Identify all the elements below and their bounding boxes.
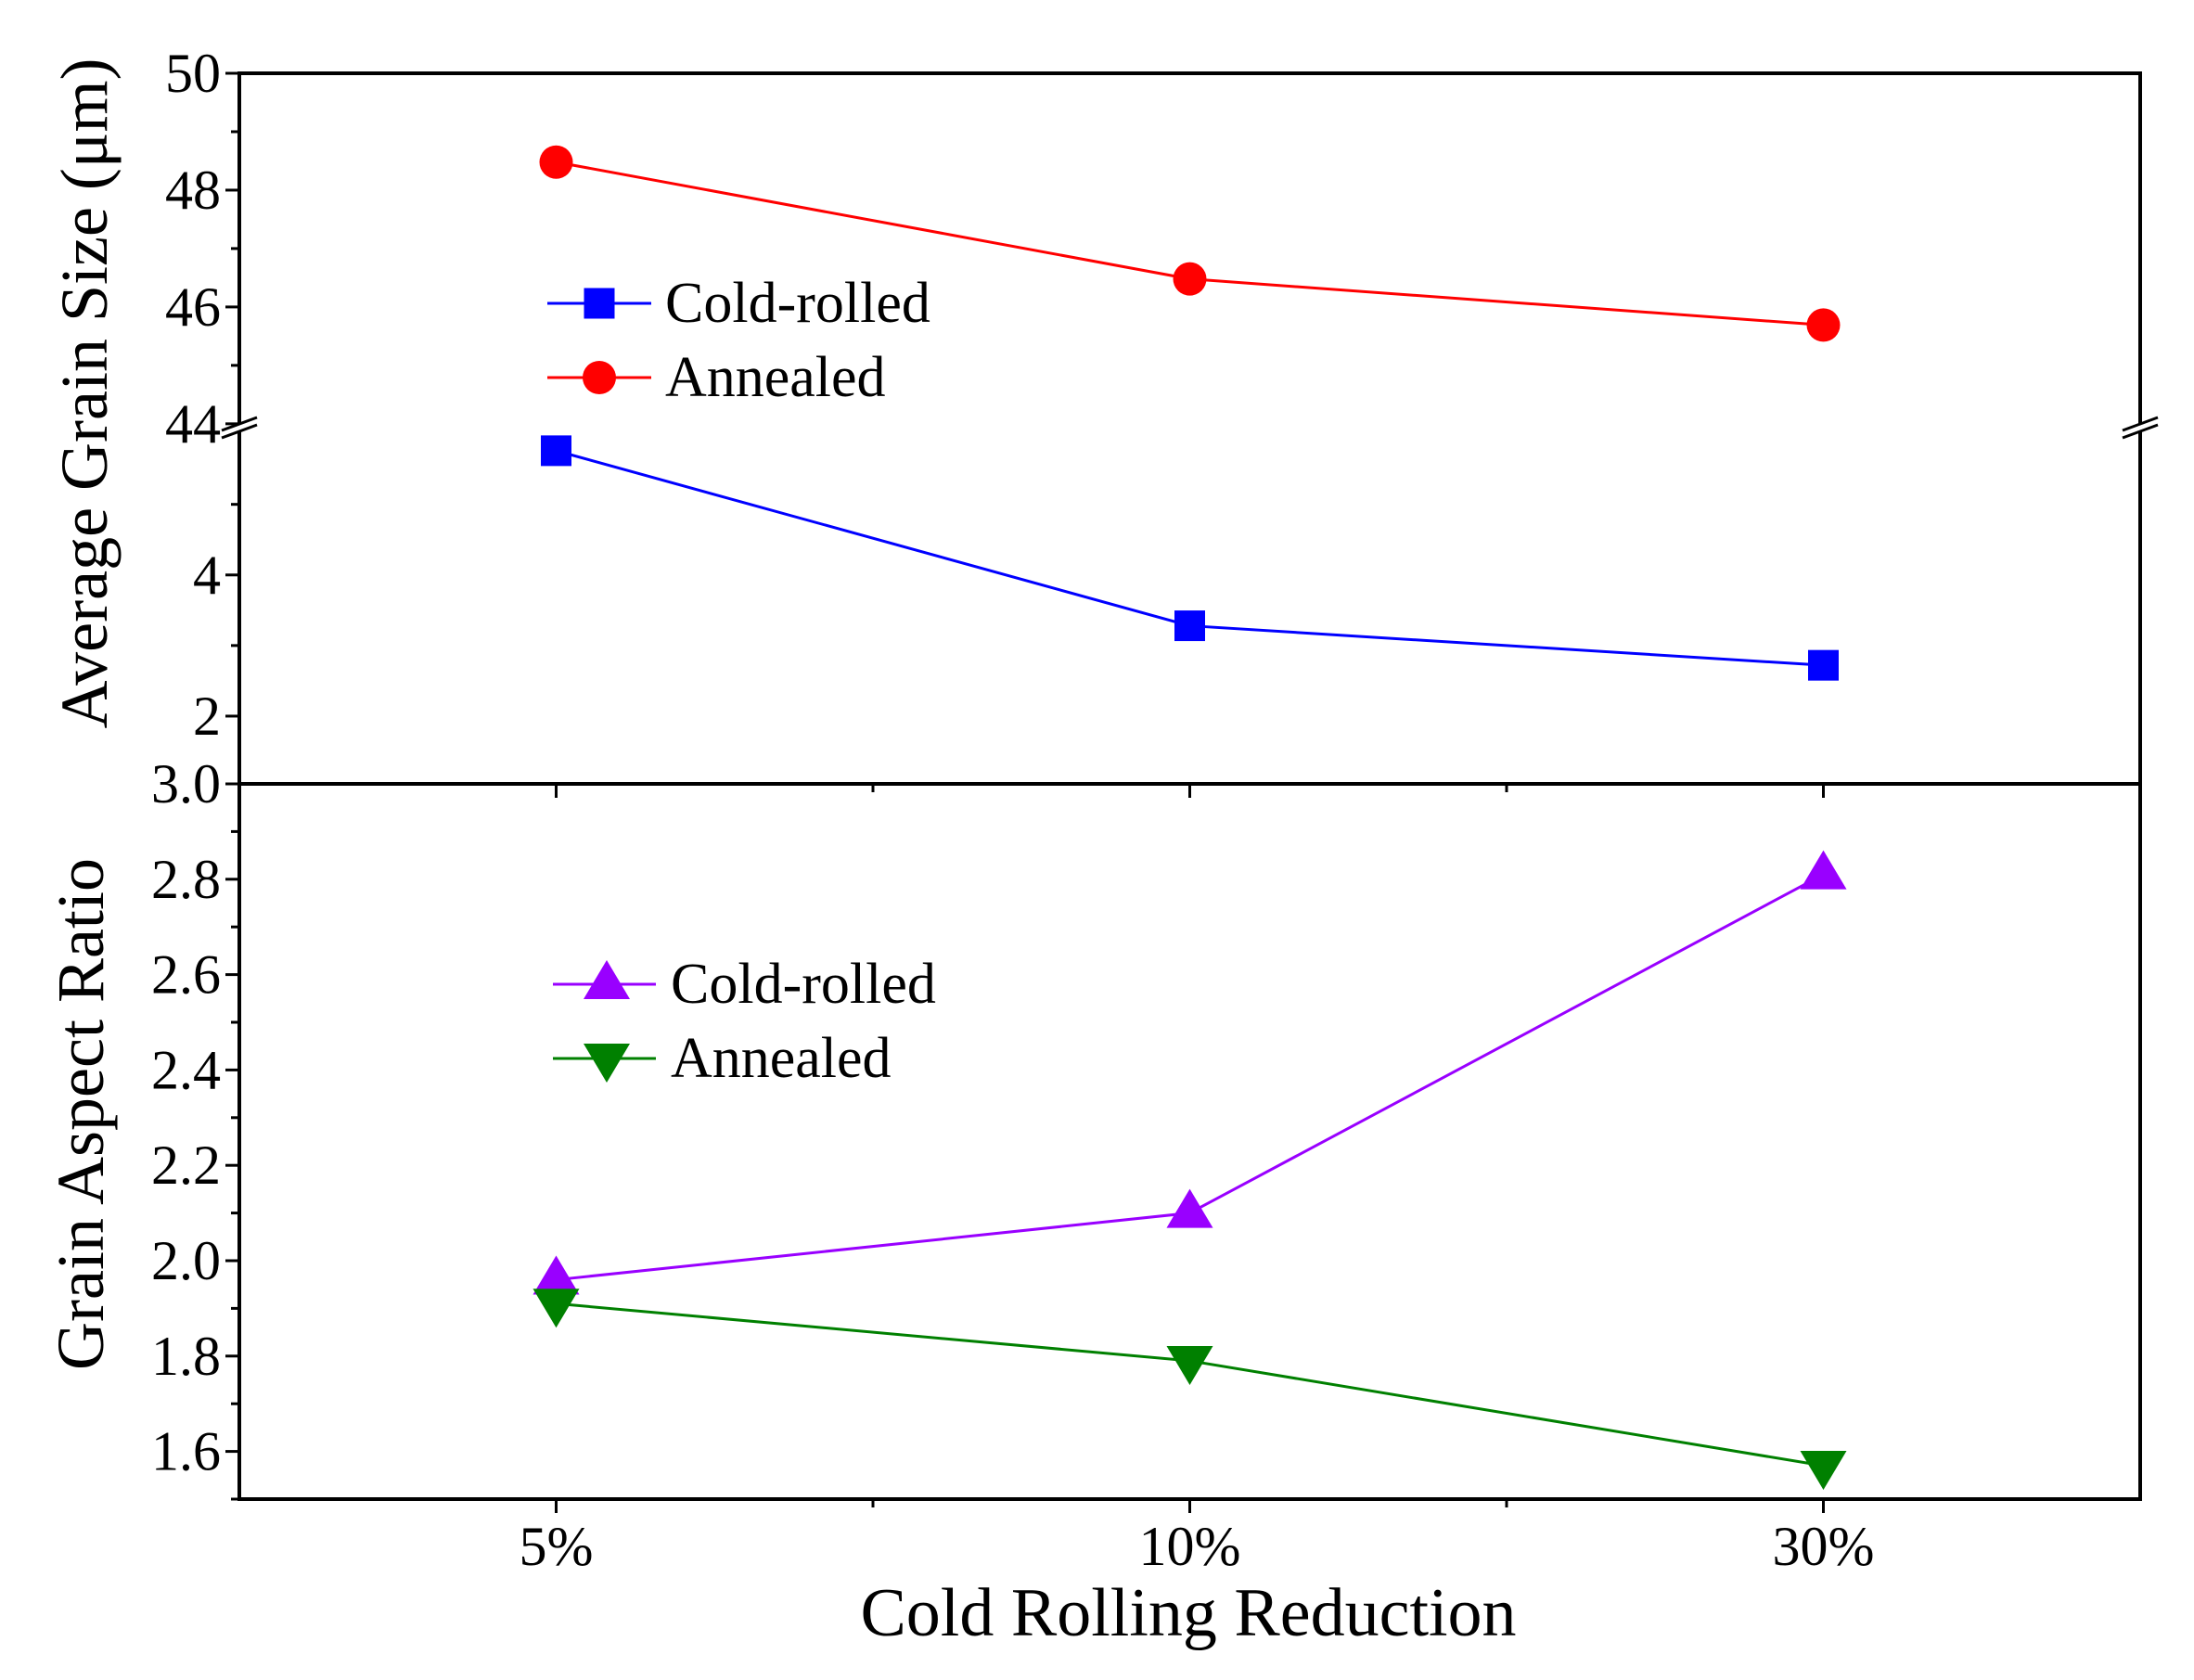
legend-size: Cold-rolled Annealed	[547, 272, 930, 409]
point-size-annealed-10	[1173, 262, 1207, 296]
point-ratio-cold-rolled-5	[532, 1255, 580, 1295]
point-size-cold-rolled-30	[1808, 649, 1839, 681]
legend-layer: Cold-rolled Annealed Cold-rolled Annealed	[547, 272, 936, 1090]
y-tick-label-size: 46	[165, 276, 221, 338]
legend-circle-icon	[583, 361, 616, 394]
point-size-cold-rolled-10	[1174, 610, 1205, 642]
y-tick-label-ratio: 1.8	[151, 1326, 221, 1387]
legend-label: Annealed	[671, 1027, 892, 1090]
legend-item-size-annealed: Annealed	[547, 346, 886, 409]
legend-item-ratio-cold-rolled: Cold-rolled	[553, 953, 936, 1016]
axis-break-gap	[2123, 417, 2158, 438]
y-tick-label-ratio: 2.0	[151, 1230, 221, 1291]
legend-item-ratio-annealed: Annealed	[553, 1027, 892, 1090]
x-axis-title: Cold Rolling Reduction	[860, 1575, 1516, 1651]
axis-break-right	[2122, 416, 2159, 440]
x-tick-label-10: 10%	[1139, 1516, 1241, 1577]
axis-break-gap	[222, 417, 257, 438]
y-tick-label-ratio: 1.6	[151, 1421, 221, 1482]
y-tick-label-ratio: 2.6	[151, 944, 221, 1006]
legend-label: Annealed	[665, 346, 886, 409]
point-ratio-annealed-5	[532, 1289, 580, 1328]
axis-break-slash	[2122, 416, 2159, 432]
y-tick-label-size: 2	[193, 686, 221, 747]
point-ratio-cold-rolled-10	[1166, 1188, 1213, 1228]
point-size-annealed-5	[539, 145, 573, 179]
x-tick-label-30: 30%	[1773, 1516, 1875, 1577]
y-axis-title-ratio: Grain Aspect Ratio	[44, 858, 118, 1370]
axis-break-slash	[2122, 423, 2159, 440]
x-tick-label-5: 5%	[520, 1516, 594, 1577]
legend-triangle-down-icon	[584, 1044, 630, 1083]
point-size-annealed-30	[1806, 308, 1841, 342]
y-tick-label-ratio: 2.2	[151, 1135, 221, 1196]
y-tick-label-size: 50	[165, 43, 221, 104]
axis-break-marks	[221, 416, 2159, 440]
y-tick-label-size: 4	[193, 545, 221, 606]
axis-break-left	[221, 416, 258, 440]
y-tick-label-size: 44	[165, 393, 221, 455]
point-ratio-cold-rolled-30	[1800, 850, 1847, 890]
y-tick-label-ratio: 2.8	[151, 849, 221, 910]
point-ratio-annealed-10	[1166, 1345, 1213, 1385]
axis-break-slash	[221, 423, 258, 440]
legend-label: Cold-rolled	[671, 953, 936, 1016]
axis-break-slash	[221, 416, 258, 432]
series-layer	[532, 145, 1847, 1491]
legend-square-icon	[584, 288, 615, 319]
legend-triangle-up-icon	[584, 960, 630, 999]
y-tick-label-ratio: 2.4	[151, 1039, 221, 1100]
point-size-cold-rolled-5	[541, 435, 571, 467]
point-ratio-annealed-30	[1800, 1451, 1847, 1491]
y-axis-title-size: Average Grain Size (μm)	[47, 58, 122, 729]
legend-label: Cold-rolled	[665, 272, 930, 335]
y-tick-label-ratio: 3.0	[151, 753, 221, 814]
legend-item-size-cold-rolled: Cold-rolled	[547, 272, 930, 335]
legend-ratio: Cold-rolled Annealed	[553, 953, 936, 1090]
y-tick-label-size: 48	[165, 160, 221, 221]
